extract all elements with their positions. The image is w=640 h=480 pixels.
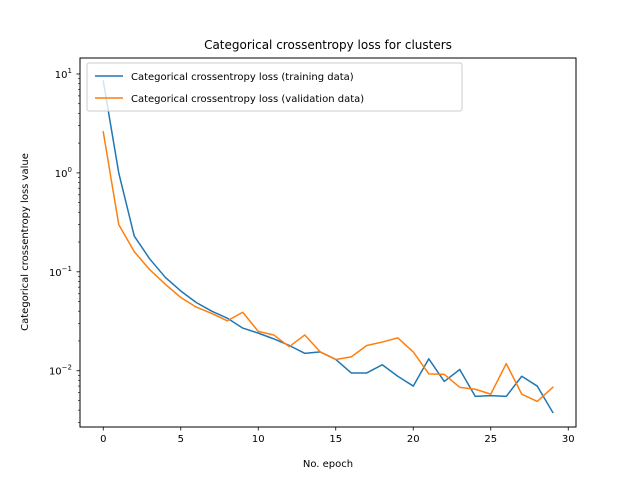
chart-title: Categorical crossentropy loss for cluste… (204, 38, 452, 52)
x-tick-label: 5 (178, 434, 184, 445)
x-tick-label: 20 (407, 434, 420, 445)
y-tick-base: 10 (49, 268, 62, 279)
y-tick-exponent: 1 (68, 67, 72, 75)
y-tick-label: 100 (55, 166, 72, 180)
x-tick-label: 25 (484, 434, 497, 445)
y-tick-base: 10 (55, 169, 68, 180)
axes-frame (79, 57, 577, 428)
y-tick-base: 10 (55, 70, 68, 81)
legend-label: Categorical crossentropy loss (training … (131, 72, 354, 83)
y-tick-exponent: 0 (68, 166, 72, 174)
y-tick-label: 10−1 (49, 265, 72, 279)
x-axis: 0 5 10 15 20 25 30 (100, 427, 575, 445)
legend-box (86, 62, 463, 112)
plot-area (102, 80, 554, 414)
x-tick-label: 10 (252, 434, 265, 445)
x-tick-label: 0 (100, 434, 106, 445)
series-line-1 (102, 130, 554, 403)
x-tick-label: 30 (562, 434, 575, 445)
legend: Categorical crossentropy loss (training … (86, 62, 463, 112)
legend-label: Categorical crossentropy loss (validatio… (131, 94, 364, 105)
y-tick-label: 101 (55, 67, 72, 81)
x-tick-label: 15 (329, 434, 342, 445)
y-tick-exponent: −2 (62, 364, 72, 372)
y-axis-label: Categorical crossentropy loss value (20, 153, 31, 331)
x-axis-label: No. epoch (303, 459, 353, 470)
y-tick-base: 10 (49, 367, 62, 378)
y-tick-label: 10−2 (49, 364, 72, 378)
y-tick-exponent: −1 (62, 265, 72, 273)
